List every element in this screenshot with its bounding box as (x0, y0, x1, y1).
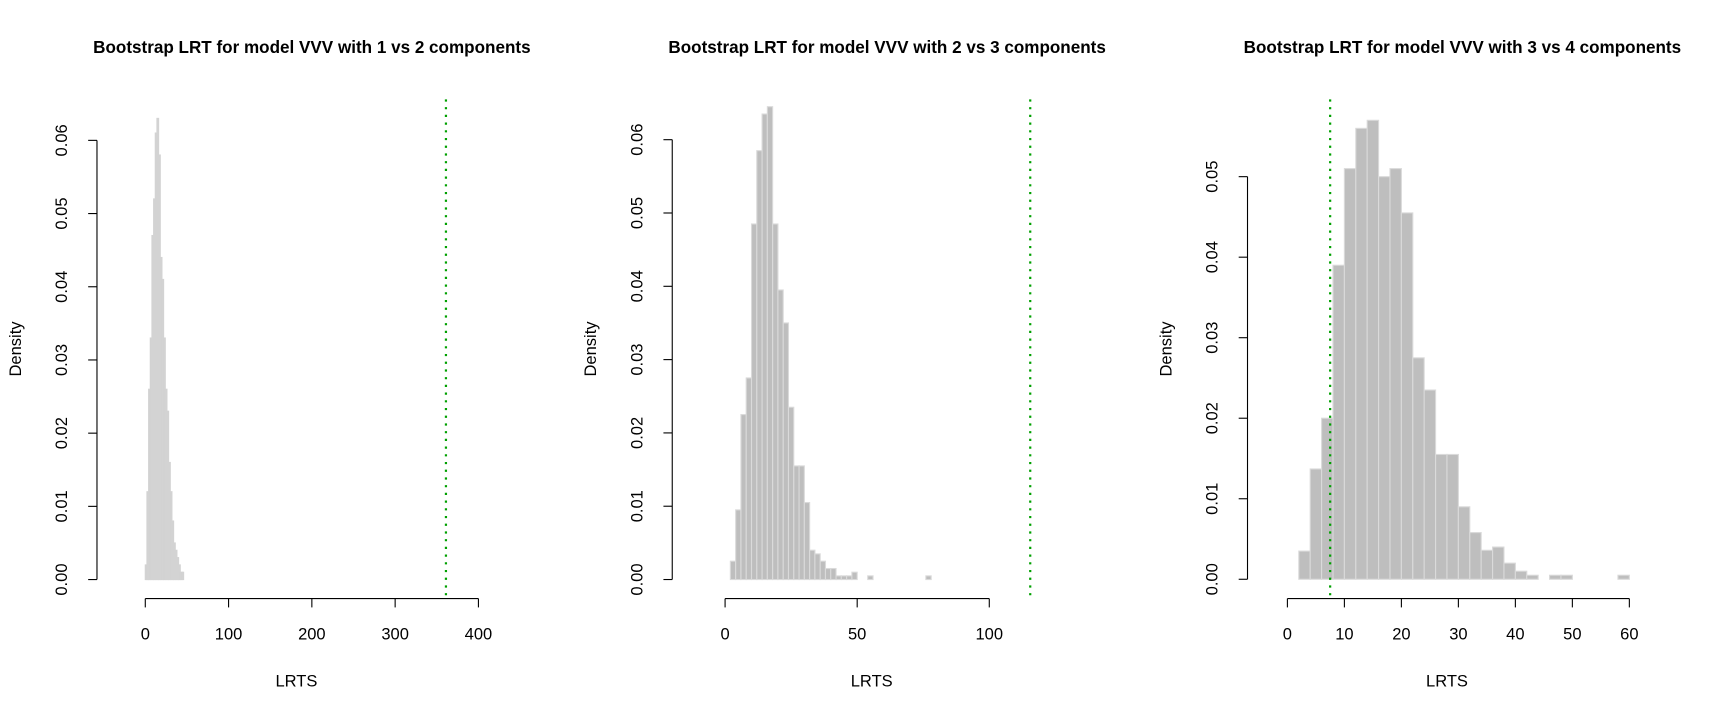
histogram-bar (1560, 574, 1573, 580)
y-tick-label: 0.03 (627, 344, 646, 376)
histogram-bar (1526, 574, 1539, 580)
y-tick-label: 0.02 (52, 417, 71, 449)
y-tick-label: 0.01 (1203, 483, 1222, 515)
x-tick-label: 0 (141, 624, 150, 643)
histogram-bar (1514, 570, 1528, 580)
histogram-bar (1400, 212, 1414, 580)
x-tick-label: 0 (1283, 624, 1292, 643)
histogram-bar (1309, 468, 1323, 580)
x-axis-label: LRTS (275, 672, 317, 691)
histogram-bar (824, 567, 832, 581)
histogram-bar (777, 289, 784, 581)
histogram-bar (1549, 574, 1562, 580)
chart-title: Bootstrap LRT for model VVV with 2 vs 3 … (668, 38, 1105, 57)
histogram-bar (1343, 168, 1357, 580)
x-tick-label: 300 (381, 624, 409, 643)
x-tick-label: 40 (1506, 624, 1524, 643)
histogram-bar (809, 549, 816, 581)
y-tick-label: 0.06 (627, 124, 646, 156)
histogram-bar (766, 106, 774, 581)
histogram-bar (1480, 549, 1494, 580)
x-tick-label: 60 (1620, 624, 1638, 643)
histogram-bar (1435, 453, 1448, 580)
histogram-bar (793, 465, 800, 581)
x-tick-label: 10 (1335, 624, 1353, 643)
y-tick-label: 0.00 (627, 563, 646, 595)
histogram-bar (1298, 550, 1311, 580)
histogram-bar (840, 575, 848, 581)
x-tick-label: 20 (1392, 624, 1410, 643)
x-tick-label: 50 (1563, 624, 1581, 643)
x-tick-label: 200 (298, 624, 326, 643)
histogram-bar (1469, 532, 1482, 580)
y-tick-label: 0.03 (52, 344, 71, 376)
histogram-bar (1366, 119, 1380, 580)
histogram-bar (1617, 574, 1630, 580)
histogram-bar (1423, 389, 1437, 580)
histogram-bar (925, 575, 932, 581)
histogram-bar (782, 322, 790, 581)
y-tick-label: 0.04 (627, 270, 646, 302)
x-axis-label: LRTS (1426, 672, 1468, 691)
y-axis-label: Density (6, 321, 25, 377)
histogram-bar (846, 575, 853, 581)
histogram-bar (772, 223, 779, 581)
histogram-bar (761, 113, 768, 581)
histogram-bar (1355, 127, 1368, 580)
y-tick-label: 0.05 (1203, 161, 1222, 193)
histogram-bar (1389, 168, 1402, 580)
histogram-bar (851, 571, 858, 581)
x-tick-label: 50 (848, 624, 866, 643)
y-tick-label: 0.03 (1203, 322, 1222, 354)
histogram-bar (1492, 546, 1505, 580)
chart-title: Bootstrap LRT for model VVV with 3 vs 4 … (1244, 38, 1681, 57)
x-tick-label: 400 (465, 624, 493, 643)
y-tick-label: 0.06 (52, 124, 71, 156)
y-axis-label: Density (1156, 321, 1175, 377)
histogram-bar (830, 567, 837, 581)
x-axis-label: LRTS (851, 672, 893, 691)
histogram-bar (803, 502, 811, 581)
y-tick-label: 0.04 (52, 271, 71, 303)
y-tick-label: 0.01 (52, 490, 71, 522)
histogram-bar (1321, 417, 1334, 580)
histogram-bar (1412, 357, 1425, 580)
histogram-bar (835, 575, 842, 581)
histogram-bar (735, 509, 742, 581)
histogram-bar (740, 414, 747, 581)
y-tick-label: 0.00 (52, 563, 71, 595)
y-axis-label: Density (581, 321, 600, 377)
histogram-bar (1332, 264, 1345, 580)
histogram-bar (1378, 176, 1391, 580)
y-tick-label: 0.01 (627, 490, 646, 522)
histogram-bar (181, 571, 185, 581)
y-tick-label: 0.05 (52, 197, 71, 229)
histogram-bar (814, 553, 821, 581)
histogram-bar (819, 560, 827, 581)
x-tick-label: 30 (1449, 624, 1467, 643)
y-tick-label: 0.04 (1203, 241, 1222, 273)
x-tick-label: 100 (215, 624, 243, 643)
y-tick-label: 0.05 (627, 197, 646, 229)
histogram-bar (787, 406, 795, 581)
y-tick-label: 0.00 (1203, 563, 1222, 595)
y-tick-label: 0.02 (1203, 402, 1222, 434)
histogram-bar (1503, 562, 1516, 580)
histogram-bar (1457, 506, 1471, 580)
x-tick-label: 0 (720, 624, 729, 643)
histogram-bar (798, 465, 805, 581)
histogram-bar (750, 223, 758, 581)
histogram-bar (729, 560, 737, 581)
histogram-bar (867, 575, 874, 581)
histogram-bar (756, 150, 763, 581)
x-tick-label: 100 (976, 624, 1004, 643)
y-tick-label: 0.02 (627, 417, 646, 449)
histogram-bar (1446, 453, 1459, 580)
histogram-bar (745, 377, 753, 581)
chart-title: Bootstrap LRT for model VVV with 1 vs 2 … (93, 38, 530, 57)
